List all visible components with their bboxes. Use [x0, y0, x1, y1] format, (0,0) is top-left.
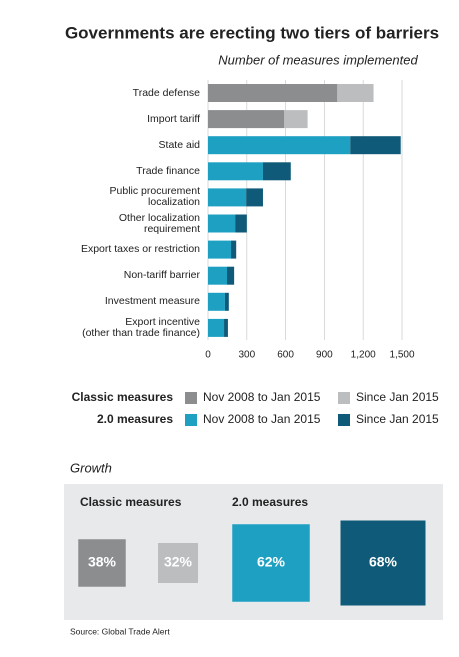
category-label: Trade defense: [132, 86, 200, 99]
bar-segment: [224, 292, 229, 311]
category-label: Import tariff: [147, 112, 200, 125]
chart-subtitle: Number of measures implemented: [218, 52, 418, 67]
growth-group: Classic measures: [80, 495, 182, 509]
bar-segment: [208, 240, 232, 259]
chart-title: Governments are erecting two tiers of ba…: [65, 23, 439, 42]
category-label: Export incentive (other than trade finan…: [82, 315, 200, 339]
growth-square: [340, 520, 426, 606]
growth-label: 68%: [369, 554, 398, 570]
bar-segment: [208, 292, 225, 311]
legend-group: Classic measures: [72, 390, 174, 404]
bar-segment: [208, 214, 236, 233]
source: Source: Global Trade Alert: [70, 626, 170, 636]
growth-label: 62%: [257, 554, 286, 570]
legend-label: Since Jan 2015: [356, 412, 439, 426]
bar-segment: [350, 136, 401, 155]
x-tick-label: 1,500: [389, 350, 414, 361]
legend-label: Since Jan 2015: [356, 390, 439, 404]
growth-square: [232, 524, 310, 602]
bar-segment: [337, 84, 374, 102]
bar-segment: [208, 266, 228, 285]
legend-swatch: [185, 414, 197, 426]
bar-segment: [208, 318, 225, 337]
x-tick-label: 1,200: [351, 350, 376, 361]
bar-segment: [231, 240, 237, 259]
growth-group: 2.0 measures: [232, 495, 308, 509]
legend-swatch: [185, 392, 197, 404]
x-tick-label: 600: [277, 350, 294, 361]
category-label: Public procurement localization: [109, 185, 200, 209]
bar-segment: [208, 162, 263, 181]
x-tick-label: 0: [205, 350, 211, 361]
category-label: State aid: [158, 138, 200, 151]
bar-segment: [284, 110, 308, 129]
category-label: Non-tariff barrier: [123, 269, 200, 282]
legend-swatch: [338, 392, 350, 404]
category-label: Other localization requirement: [118, 211, 200, 235]
growth-label: 32%: [164, 554, 193, 570]
growth-square: [78, 539, 126, 587]
x-tick-label: 900: [316, 350, 333, 361]
bar-segment: [224, 318, 228, 337]
category-label: Investment measure: [104, 295, 200, 308]
x-tick-label: 300: [238, 350, 255, 361]
growth-square: [158, 543, 198, 583]
bar-segment: [227, 266, 235, 285]
bar-segment: [208, 136, 351, 155]
bar-segment: [235, 214, 247, 233]
legend-swatch: [338, 414, 350, 426]
category-label: Export taxes or restriction: [80, 243, 200, 256]
growth-label: 38%: [88, 554, 117, 570]
legend-label: Nov 2008 to Jan 2015: [203, 390, 321, 404]
legend-label: Nov 2008 to Jan 2015: [203, 412, 321, 426]
bar-segment: [246, 188, 263, 207]
bar-segment: [262, 162, 291, 181]
legend-group: 2.0 measures: [97, 412, 173, 426]
bar-segment: [208, 110, 285, 129]
bar-segment: [208, 84, 338, 102]
bar-segment: [208, 188, 247, 207]
growth-title: Growth: [70, 460, 112, 475]
category-label: Trade finance: [136, 164, 200, 177]
